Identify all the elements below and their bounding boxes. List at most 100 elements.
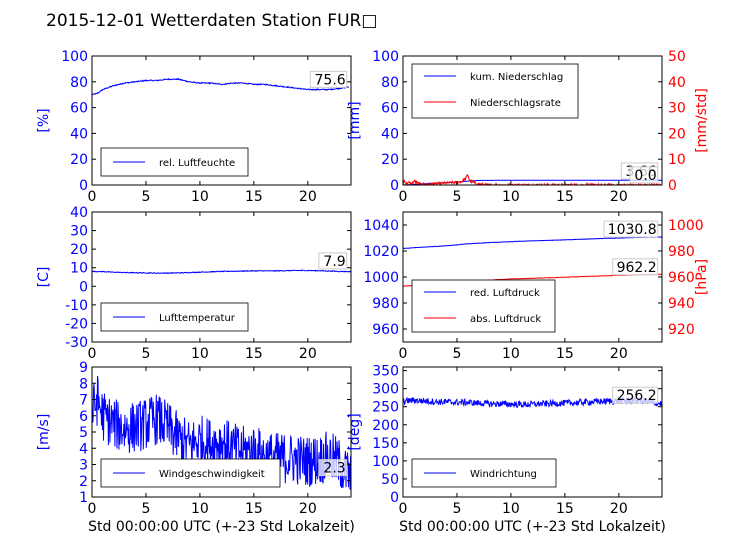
value-annotation: 1030.8 [608,222,657,238]
y-axis-label: [deg] [347,413,363,450]
value-annotation: 7.9 [323,254,345,270]
x-tick-label: 15 [245,346,263,362]
legend-box-rain [411,63,579,119]
x-tick-label: 20 [299,346,317,362]
y-tick-label: 9 [79,360,88,376]
x-tick-label: 5 [141,346,150,362]
y-tick-label: 40 [381,126,399,142]
y2-tick-label: 50 [668,49,686,65]
x-tick-label: 20 [610,189,628,205]
legend-entry: Niederschlagsrate [470,98,561,109]
y-tick-label: 8 [79,376,88,392]
value-annotation: 0.0 [634,168,656,184]
y-tick-label: 20 [381,152,399,168]
y2-tick-label: 40 [668,75,686,91]
y-tick-label: 4 [79,441,88,457]
y2-tick-label: 20 [668,126,686,142]
x-tick-label: 0 [399,501,408,517]
y-tick-label: 350 [372,364,399,380]
y2-axis-label: [hPa] [694,259,710,295]
y-tick-label: 20 [70,242,88,258]
y-tick-label: 0 [390,490,399,506]
y-tick-label: 1000 [363,270,399,286]
y-tick-label: 30 [70,224,88,240]
y2-axis-label: [mm/std] [694,88,710,153]
x-tick-label: 10 [502,189,520,205]
x-tick-label: 20 [610,501,628,517]
y-tick-label: 1040 [363,218,399,234]
value-annotation-box [309,70,348,88]
y-tick-label: 5 [79,425,88,441]
x-tick-label: 15 [556,346,574,362]
y-tick-label: 960 [372,322,399,338]
x-axis-label: Std 00:00:00 UTC (+-23 Std Lokalzeit) [88,519,355,535]
y-tick-label: 300 [372,382,399,398]
y-tick-label: 60 [70,101,88,117]
x-tick-label: 10 [191,501,209,517]
y2-tick-label: 0 [668,178,677,194]
x-tick-label: 0 [88,501,97,517]
y-axis-label: [mm] [347,101,363,139]
y-tick-label: 100 [372,454,399,470]
y-tick-label: 200 [372,418,399,434]
x-tick-label: 5 [452,501,461,517]
y2-tick-label: 960 [668,270,695,286]
y-tick-label: 100 [372,49,399,65]
legend-box-humidity [100,147,249,177]
axes-frame-temperature [91,211,352,343]
x-tick-label: 10 [191,189,209,205]
value-annotation: 962.2 [617,260,657,276]
y-axis-label: [C] [36,267,52,288]
legend-entry: Windgeschwindigkeit [159,469,265,480]
x-tick-label: 0 [399,189,408,205]
y-tick-label: 0 [79,279,88,295]
y-tick-label: 0 [79,178,88,194]
y-tick-label: 7 [79,393,88,409]
y-tick-label: 2 [79,474,88,490]
y-tick-label: 150 [372,436,399,452]
y2-tick-label: 920 [668,322,695,338]
y-tick-label: 40 [70,205,88,221]
y2-tick-label: 10 [668,152,686,168]
x-tick-label: 15 [556,501,574,517]
x-tick-label: 5 [141,189,150,205]
x-tick-label: 0 [399,346,408,362]
legend-entry: rel. Luftfeuchte [159,158,235,169]
value-annotation-box [612,386,659,404]
legend-entry: Windrichtung [470,469,537,480]
y-tick-label: 0 [390,178,399,194]
x-tick-label: 5 [452,189,461,205]
y-tick-label: 50 [381,472,399,488]
y-tick-label: -20 [65,316,88,332]
x-tick-label: 5 [141,501,150,517]
y-tick-label: 1020 [363,244,399,260]
y2-tick-label: 980 [668,244,695,260]
legend-entry: kum. Niederschlag [470,72,563,83]
y-tick-label: 40 [70,126,88,142]
y-tick-label: 1 [79,490,88,506]
series-line-pressure-0 [403,236,662,250]
y-tick-label: 250 [372,400,399,416]
y-tick-label: 20 [70,152,88,168]
y2-tick-label: 30 [668,101,686,117]
value-annotation-box [629,166,659,184]
x-tick-label: 5 [452,346,461,362]
value-annotation: 256.2 [617,388,657,404]
y-tick-label: 10 [70,261,88,277]
value-annotation: 75.6 [315,72,346,88]
y-tick-label: 80 [381,75,399,91]
y-axis-label: [%] [36,108,52,132]
series-line-wind-0 [92,375,351,490]
x-tick-label: 10 [502,501,520,517]
x-tick-label: 0 [88,346,97,362]
x-tick-label: 10 [191,346,209,362]
axes-frame-humidity [91,55,352,186]
y-tick-label: 3 [79,458,88,474]
legend-entry: abs. Luftdruck [470,314,541,325]
x-tick-label: 15 [245,501,263,517]
y-tick-label: 80 [70,75,88,91]
y-tick-label: 980 [372,296,399,312]
page-title: 2015-12-01 Wetterdaten Station FUR□ [46,11,377,31]
